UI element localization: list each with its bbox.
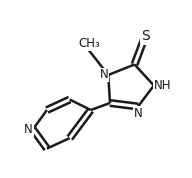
Text: S: S: [141, 29, 149, 43]
Text: N: N: [134, 106, 142, 119]
Text: NH: NH: [154, 79, 171, 92]
Text: CH₃: CH₃: [78, 37, 100, 50]
Text: N: N: [99, 69, 108, 82]
Text: N: N: [24, 123, 33, 136]
